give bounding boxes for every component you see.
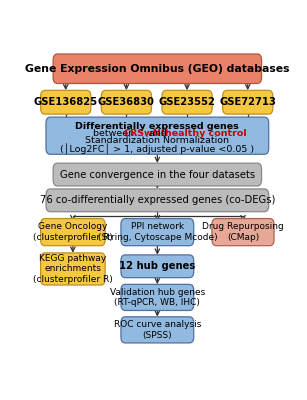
Text: between: between — [93, 129, 137, 138]
Text: 12 hub genes: 12 hub genes — [119, 261, 196, 271]
Text: Gene Oncology
(clusterprofiler R): Gene Oncology (clusterprofiler R) — [33, 222, 113, 242]
Text: PPI network
(String, Cytoscape Mcode): PPI network (String, Cytoscape Mcode) — [98, 222, 217, 242]
FancyBboxPatch shape — [121, 284, 194, 310]
Text: Gene convergence in the four datasets: Gene convergence in the four datasets — [60, 170, 255, 180]
FancyBboxPatch shape — [46, 117, 269, 154]
FancyBboxPatch shape — [223, 90, 273, 114]
Text: GSE36830: GSE36830 — [98, 97, 155, 107]
FancyBboxPatch shape — [53, 163, 262, 186]
Text: and: and — [146, 129, 170, 138]
FancyBboxPatch shape — [46, 189, 269, 212]
FancyBboxPatch shape — [162, 90, 212, 114]
FancyBboxPatch shape — [121, 255, 194, 278]
Text: KEGG pathway
enrichments
(clusterprofiler R): KEGG pathway enrichments (clusterprofile… — [33, 254, 113, 284]
FancyBboxPatch shape — [121, 218, 194, 246]
Text: Differentially expressed genes: Differentially expressed genes — [76, 122, 239, 130]
FancyBboxPatch shape — [121, 317, 194, 343]
Text: Drug Repurposing
(CMap): Drug Repurposing (CMap) — [202, 222, 284, 242]
FancyBboxPatch shape — [212, 218, 274, 246]
Text: CRSwNP: CRSwNP — [123, 129, 168, 138]
Text: healthy control: healthy control — [165, 129, 247, 138]
Text: Standardization Normalization: Standardization Normalization — [85, 136, 229, 145]
FancyBboxPatch shape — [41, 253, 105, 285]
Text: 76 co-differentially expressed genes (co-DEGs): 76 co-differentially expressed genes (co… — [40, 195, 275, 205]
FancyBboxPatch shape — [53, 54, 262, 84]
Text: (│Log2FC│ > 1, adjusted p-value <0.05 ): (│Log2FC│ > 1, adjusted p-value <0.05 ) — [60, 143, 255, 154]
Text: ROC curve analysis
(SPSS): ROC curve analysis (SPSS) — [114, 320, 201, 340]
Text: GSE23552: GSE23552 — [159, 97, 216, 107]
FancyBboxPatch shape — [41, 218, 105, 246]
FancyBboxPatch shape — [41, 90, 91, 114]
Text: Validation hub genes
(RT-qPCR, WB, IHC): Validation hub genes (RT-qPCR, WB, IHC) — [110, 288, 205, 307]
Text: GSE136825: GSE136825 — [34, 97, 98, 107]
Text: GSE72713: GSE72713 — [219, 97, 276, 107]
FancyBboxPatch shape — [101, 90, 152, 114]
Text: Gene Expression Omnibus (GEO) databases: Gene Expression Omnibus (GEO) databases — [25, 64, 290, 74]
